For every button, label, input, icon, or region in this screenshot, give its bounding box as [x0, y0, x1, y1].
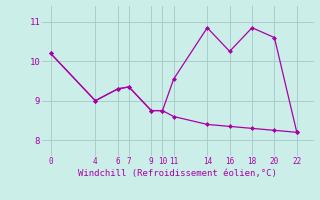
X-axis label: Windchill (Refroidissement éolien,°C): Windchill (Refroidissement éolien,°C): [78, 169, 277, 178]
